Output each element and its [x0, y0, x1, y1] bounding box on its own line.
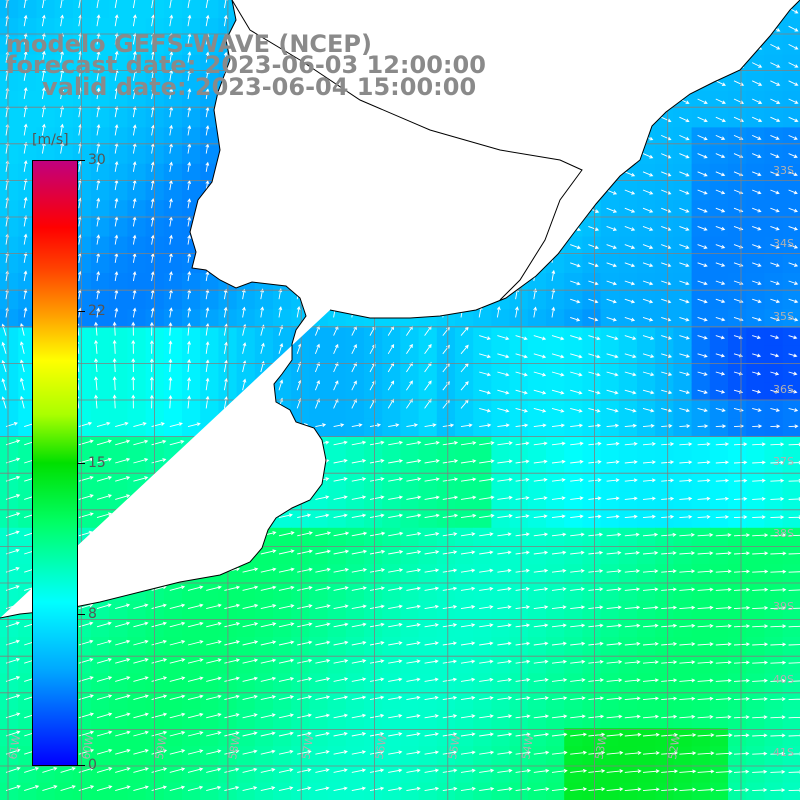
forecast-date: forecast date: 2023-06-03 12:00:00 [6, 51, 486, 79]
lat-label: 37S [773, 455, 794, 468]
colorbar [32, 160, 78, 766]
model-title: modelo GEFS-WAVE (NCEP) [6, 30, 372, 58]
colorbar-label-22: 22 [88, 303, 106, 319]
coastline [0, 0, 800, 619]
lon-label: 58W [226, 734, 243, 761]
lon-label: 52W [666, 734, 683, 761]
lat-label: 35S [773, 310, 794, 323]
lon-label: 60W [79, 734, 96, 761]
lat-label: 36S [773, 383, 794, 396]
lat-label: 38S [773, 527, 794, 540]
lon-label: 55W [446, 734, 463, 761]
lat-label: 34S [773, 237, 794, 250]
colorbar-tick [78, 765, 85, 766]
lat-label: 33S [773, 164, 794, 177]
valid-date: valid date: 2023-06-04 15:00:00 [42, 73, 477, 101]
lon-label: 57W [299, 734, 316, 761]
lon-label: 54W [519, 734, 536, 761]
colorbar-label-15: 15 [88, 455, 106, 471]
lon-label: 53W [593, 734, 610, 761]
colorbar-tick [78, 311, 85, 312]
lon-label: 56W [373, 734, 390, 761]
colorbar-label-0: 0 [88, 757, 97, 773]
lon-label: 59W [153, 734, 170, 761]
lat-label: 40S [773, 673, 794, 686]
colorbar-tick [78, 614, 85, 615]
colorbar-tick [78, 463, 85, 464]
colorbar-unit: [m/s] [32, 132, 69, 148]
colorbar-label-30: 30 [88, 152, 106, 168]
colorbar-label-8: 8 [88, 606, 97, 622]
graticule-labels: 33S 34S 35S 36S 37S 38S 39S 40S 41S 61W 60W 59W 58W 5… [6, 164, 794, 761]
lat-label: 39S [773, 600, 794, 613]
lon-label: 61W [6, 734, 23, 761]
lat-label: 41S [773, 746, 794, 759]
colorbar-tick [78, 160, 85, 161]
